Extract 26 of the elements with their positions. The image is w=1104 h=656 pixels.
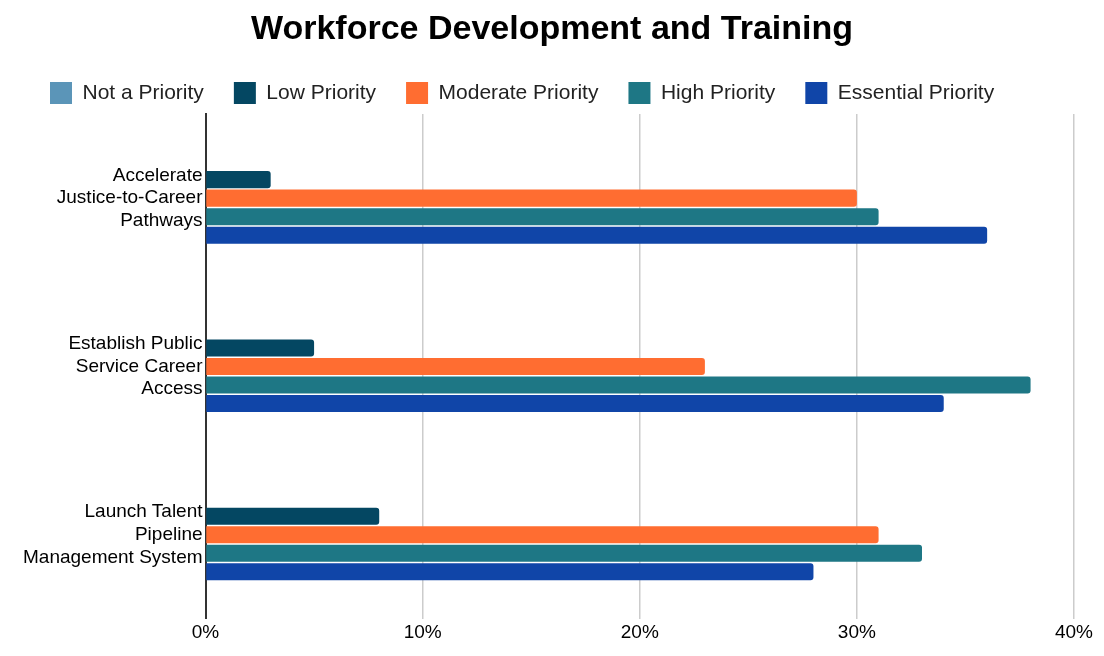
- bar: [206, 357, 705, 375]
- bar: [206, 507, 380, 525]
- bar: [206, 226, 988, 244]
- legend-label: Low Priority: [266, 79, 377, 103]
- bar: [206, 376, 1031, 394]
- bar: [206, 189, 857, 207]
- legend-label: Essential Priority: [837, 79, 995, 103]
- x-tick-label: 40%: [1054, 621, 1094, 643]
- legend-label: Moderate Priority: [438, 79, 599, 103]
- bar: [206, 208, 879, 226]
- x-tick-label: 0%: [191, 621, 220, 643]
- y-tick-label: Accelerate Justice-to-Career Pathways: [56, 163, 204, 231]
- bar: [206, 339, 315, 357]
- x-tick-label: 30%: [837, 621, 876, 643]
- chart-title: Workforce Development and Training: [249, 8, 854, 48]
- legend-label: Not a Priority: [82, 79, 205, 103]
- bar: [206, 394, 944, 412]
- bar: [206, 544, 923, 562]
- y-tick-label: Launch Talent Pipeline Management System: [22, 500, 204, 567]
- bar: [206, 526, 879, 544]
- x-tick-label: 10%: [403, 621, 442, 643]
- legend-label: High Priority: [660, 79, 776, 103]
- y-tick-label: Establish Public Service Career Access: [68, 331, 204, 399]
- bar: [206, 563, 814, 581]
- x-tick-label: 20%: [620, 621, 659, 643]
- bar: [206, 171, 271, 189]
